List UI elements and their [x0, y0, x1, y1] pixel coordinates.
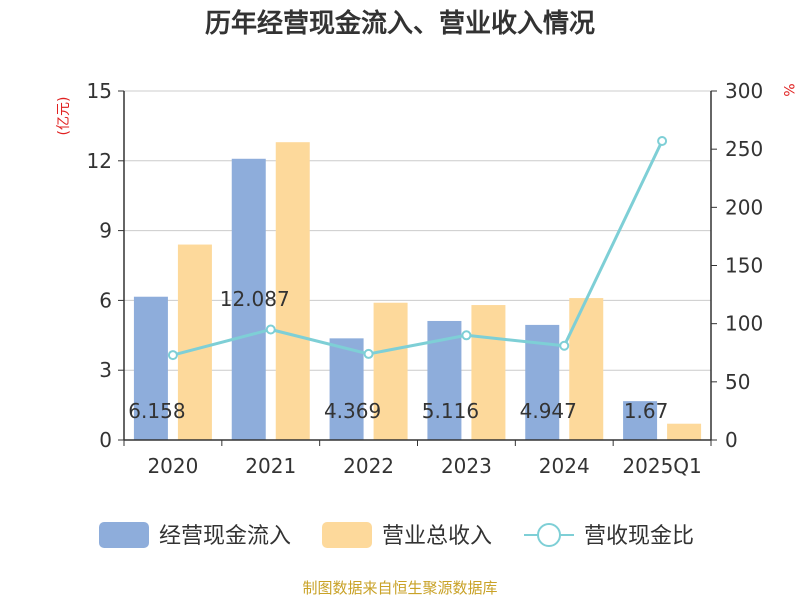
- right-tick-label: 150: [725, 254, 763, 278]
- legend-marker-2: [537, 523, 561, 547]
- bar-label-4: 4.947: [520, 399, 577, 423]
- right-tick-label: 50: [725, 370, 750, 394]
- legend-label-2: 营收现金比: [584, 524, 694, 549]
- bar-label-3: 5.116: [422, 399, 479, 423]
- category-label: 2025Q1: [622, 454, 701, 478]
- grid: [124, 90, 711, 441]
- right-tick-label: 200: [725, 195, 763, 219]
- chart-title: 历年经营现金流入、营业收入情况: [205, 8, 595, 39]
- legend-swatch-1: [322, 522, 372, 548]
- left-tick-label: 0: [99, 428, 112, 452]
- left-tick-label: 9: [99, 219, 112, 243]
- right-tick-label: 300: [725, 79, 763, 103]
- right-tick-label: 100: [725, 312, 763, 336]
- ratio-point-1: [265, 324, 276, 335]
- ratio-point-3: [461, 330, 472, 341]
- legend-label-1: 营业总收入: [382, 524, 492, 549]
- category-label: 2020: [147, 454, 198, 478]
- right-tick-label: 250: [725, 137, 763, 161]
- right-axis-unit: %: [780, 83, 796, 96]
- bar-1-3: [471, 305, 506, 440]
- bar-1-1: [275, 142, 310, 441]
- category-label: 2021: [245, 454, 296, 478]
- left-tick-label: 6: [99, 288, 112, 312]
- left-tick-label: 15: [87, 79, 112, 103]
- bar-label-1: 12.087: [220, 287, 290, 311]
- left-tick-label: 3: [99, 358, 112, 382]
- source-note: 制图数据来自恒生聚源数据库: [302, 579, 497, 597]
- bar-0-1: [231, 158, 266, 440]
- ratio-point-2: [363, 348, 374, 359]
- bar-1-0: [177, 244, 212, 440]
- legend: 经营现金流入 营业总收入 营收现金比: [99, 522, 694, 549]
- ratio-point-0: [167, 350, 178, 361]
- left-tick-label: 12: [87, 149, 112, 173]
- ratio-point-5: [657, 136, 668, 147]
- bar-label-5: 1.67: [624, 399, 669, 423]
- bar-0-0: [133, 296, 168, 440]
- data-labels: 6.158 12.087 4.369 5.116 4.947 1.67: [128, 287, 668, 423]
- line-series: [167, 136, 668, 361]
- bar-1-5: [667, 423, 702, 440]
- ratio-point-4: [559, 340, 570, 351]
- category-label: 2024: [539, 454, 590, 478]
- category-label: 2022: [343, 454, 394, 478]
- left-axis-unit: (亿元): [56, 97, 72, 136]
- bar-1-2: [373, 302, 408, 440]
- legend-label-0: 经营现金流入: [159, 524, 291, 549]
- bar-0-5: [623, 401, 658, 440]
- bar-label-2: 4.369: [324, 399, 381, 423]
- ratio-line: [172, 140, 664, 357]
- category-label: 2023: [441, 454, 492, 478]
- legend-swatch-0: [99, 522, 149, 548]
- bar-0-2: [329, 338, 364, 440]
- bars: [133, 142, 702, 441]
- bar-label-0: 6.158: [128, 399, 185, 423]
- right-tick-label: 0: [725, 428, 738, 452]
